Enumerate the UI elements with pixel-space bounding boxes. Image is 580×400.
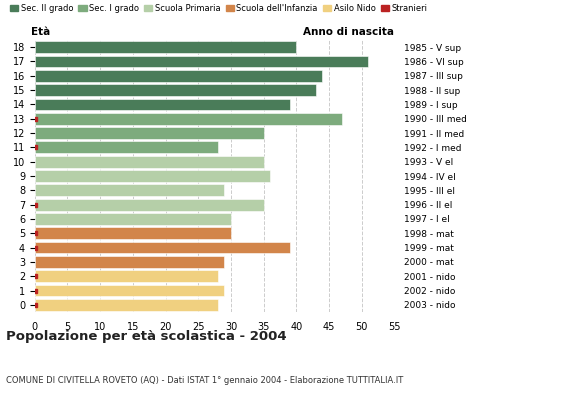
Bar [35,98,290,110]
Legend: Sec. II grado, Sec. I grado, Scuola Primaria, Scuola dell'Infanzia, Asilo Nido, : Sec. II grado, Sec. I grado, Scuola Prim… [10,4,427,13]
Bar [35,170,270,182]
Bar [35,41,296,53]
Bar [35,156,264,168]
Bar [35,56,368,67]
Bar [35,299,218,311]
Text: Anno di nascita: Anno di nascita [303,27,394,37]
Bar [35,227,231,239]
Bar [35,256,224,268]
Bar [35,142,218,153]
Bar [35,184,224,196]
Text: Età: Età [31,27,50,37]
Bar [35,127,264,139]
Bar [35,84,316,96]
Bar [35,270,218,282]
Bar [35,70,322,82]
Bar [35,199,264,210]
Text: COMUNE DI CIVITELLA ROVETO (AQ) - Dati ISTAT 1° gennaio 2004 - Elaborazione TUTT: COMUNE DI CIVITELLA ROVETO (AQ) - Dati I… [6,376,403,385]
Bar [35,213,231,225]
Bar [35,113,342,125]
Text: Popolazione per età scolastica - 2004: Popolazione per età scolastica - 2004 [6,330,287,343]
Bar [35,242,290,254]
Bar [35,285,224,296]
